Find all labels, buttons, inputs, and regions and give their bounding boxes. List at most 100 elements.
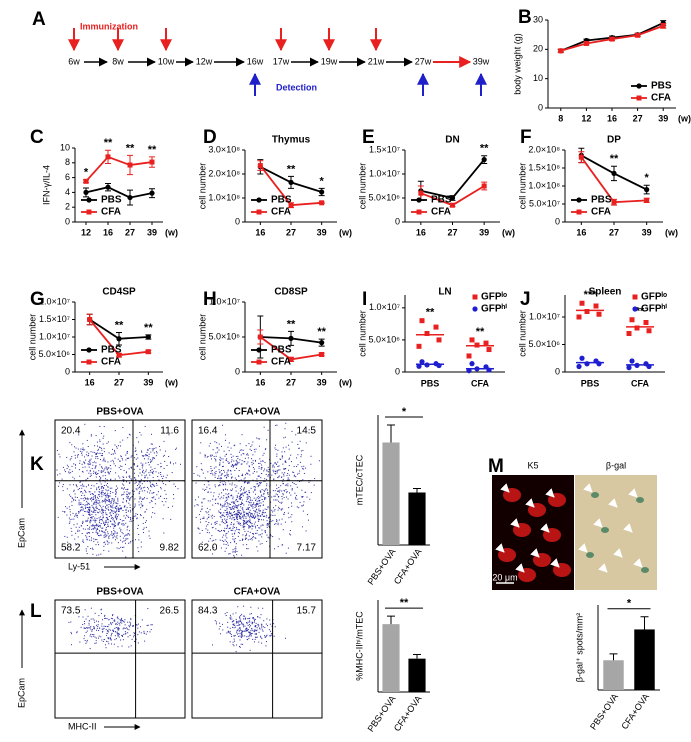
event-dot	[234, 519, 235, 520]
event-dot	[268, 517, 269, 518]
event-dot	[134, 633, 135, 634]
event-dot	[107, 633, 108, 634]
event-dot	[250, 449, 251, 450]
event-dot	[199, 514, 200, 515]
event-dot	[287, 473, 288, 474]
event-dot	[226, 632, 227, 633]
event-dot	[110, 512, 111, 513]
event-dot	[239, 540, 240, 541]
event-dot	[80, 502, 81, 503]
event-dot	[76, 632, 77, 633]
event-dot	[97, 473, 98, 474]
panel-letter: A	[32, 9, 46, 30]
data-point	[146, 334, 151, 339]
event-dot	[105, 512, 106, 513]
event-dot	[261, 614, 262, 615]
event-dot	[120, 469, 121, 470]
event-dot	[112, 615, 113, 616]
event-dot	[176, 448, 177, 449]
event-dot	[141, 463, 142, 464]
event-dot	[266, 483, 267, 484]
y-tick-label: 1.5×10⁷	[39, 314, 70, 324]
event-dot	[243, 495, 244, 496]
event-dot	[122, 541, 123, 542]
event-dot	[224, 505, 225, 506]
event-dot	[234, 511, 235, 512]
event-dot	[113, 511, 114, 512]
event-dot	[139, 491, 140, 492]
event-dot	[222, 540, 223, 541]
event-dot	[290, 530, 291, 531]
event-dot	[163, 518, 164, 519]
event-dot	[232, 536, 233, 537]
significance: *	[645, 172, 650, 184]
event-dot	[260, 525, 261, 526]
event-dot	[256, 449, 257, 450]
event-dot	[93, 496, 94, 497]
event-dot	[137, 628, 138, 629]
event-dot	[104, 525, 105, 526]
event-dot	[237, 606, 238, 607]
data-point	[258, 163, 263, 168]
event-dot	[288, 548, 289, 549]
event-dot	[195, 499, 196, 500]
event-dot	[234, 533, 235, 534]
event-dot	[109, 499, 110, 500]
event-dot	[89, 532, 90, 533]
event-dot	[70, 632, 71, 633]
event-dot	[111, 510, 112, 511]
event-dot	[86, 521, 87, 522]
event-dot	[110, 638, 111, 639]
event-dot	[142, 467, 143, 468]
event-dot	[86, 632, 87, 633]
event-dot	[269, 620, 270, 621]
data-point	[420, 318, 425, 323]
event-dot	[104, 426, 105, 427]
event-dot	[168, 456, 169, 457]
event-dot	[152, 444, 153, 445]
event-dot	[242, 624, 243, 625]
event-dot	[272, 465, 273, 466]
event-dot	[205, 489, 206, 490]
event-dot	[223, 515, 224, 516]
event-dot	[202, 518, 203, 519]
event-dot	[221, 530, 222, 531]
event-dot	[180, 464, 181, 465]
event-dot	[102, 511, 103, 512]
event-dot	[126, 491, 127, 492]
event-dot	[105, 507, 106, 508]
event-dot	[294, 475, 295, 476]
event-dot	[127, 632, 128, 633]
event-dot	[258, 626, 259, 627]
event-dot	[141, 475, 142, 476]
image-title: β-gal	[606, 460, 626, 470]
event-dot	[212, 499, 213, 500]
event-dot	[127, 437, 128, 438]
event-dot	[236, 491, 237, 492]
y-tick-label: 6	[65, 172, 70, 182]
event-dot	[63, 467, 64, 468]
event-dot	[111, 533, 112, 534]
event-dot	[248, 625, 249, 626]
y-tick-label: 2.0×10⁷	[39, 296, 70, 306]
event-dot	[125, 523, 126, 524]
event-dot	[101, 494, 102, 495]
event-dot	[160, 496, 161, 497]
event-dot	[303, 466, 304, 467]
event-dot	[149, 535, 150, 536]
event-dot	[199, 529, 200, 530]
x-tick-label: 39	[658, 113, 668, 123]
event-dot	[166, 477, 167, 478]
event-dot	[259, 446, 260, 447]
event-dot	[297, 454, 298, 455]
event-dot	[76, 484, 77, 485]
event-dot	[224, 476, 225, 477]
event-dot	[218, 485, 219, 486]
event-dot	[248, 470, 249, 471]
event-dot	[78, 536, 79, 537]
event-dot	[233, 645, 234, 646]
event-dot	[86, 470, 87, 471]
event-dot	[258, 509, 259, 510]
event-dot	[251, 450, 252, 451]
event-dot	[93, 504, 94, 505]
